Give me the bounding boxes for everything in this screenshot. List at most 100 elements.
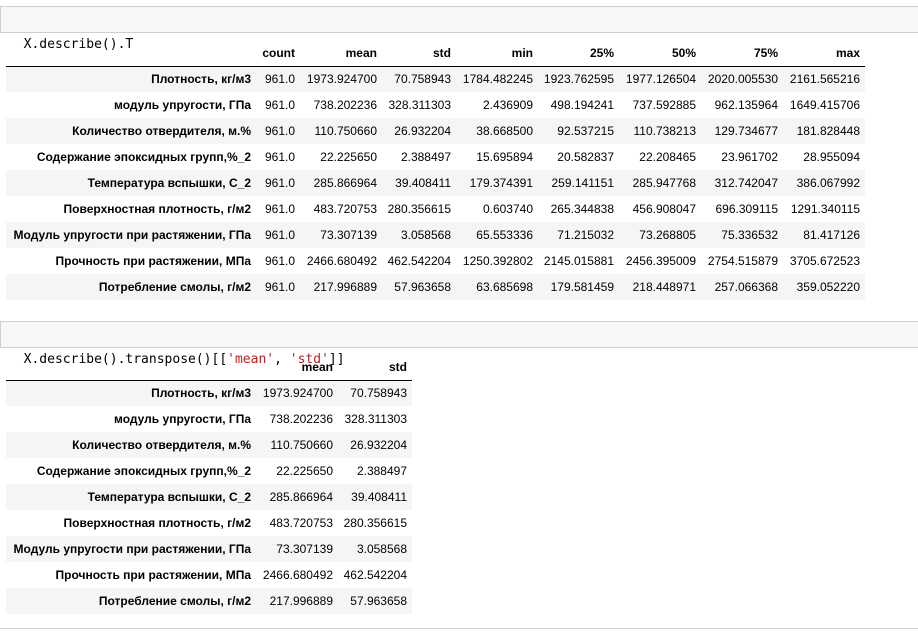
code-cell-transpose[interactable]: X.describe().transpose()[['mean', 'std']… [0,321,918,367]
table-cell: 961.0 [264,176,295,190]
table-cell: 181.828448 [796,124,860,138]
table-cell: 3.058568 [356,542,407,556]
table-cell: 28.955094 [803,150,860,164]
table-cell: 217.996889 [313,280,377,294]
table-cell: 962.135964 [714,98,778,112]
table-row: Прочность при растяжении, МПа 2466.680492… [6,562,412,588]
table-cell: 92.537215 [557,124,614,138]
table-cell: 71.215032 [557,228,614,242]
table-cell: 65.553336 [476,228,533,242]
table-cell: 961.0 [264,228,295,242]
column-header: 25% [538,40,619,67]
table-row: Температура вспышки, С_2 961.0 285.866964 3… [6,170,865,196]
table-cell: 3.058568 [400,228,451,242]
table-cell: 961.0 [264,280,295,294]
table-cell: 22.225650 [276,464,333,478]
table-cell: 285.866964 [269,490,333,504]
table-cell: 1923.762595 [543,72,614,87]
row-label: Модуль упругости при растяжении, ГПа [13,542,251,556]
table-row: Поверхностная плотность, г/м2 483.720753 2… [6,510,412,536]
table-cell: 179.374391 [469,176,533,190]
table-cell: 2020.005530 [707,72,778,87]
row-label: Температура вспышки, С_2 [87,490,251,504]
table-row: Прочность при растяжении, МПа 961.0 2466.6… [6,248,865,274]
table-cell: 63.685698 [476,280,533,294]
table-row: Количество отвердителя, м.% 961.0 110.7506… [6,118,865,144]
table-cell: 961.0 [264,98,295,112]
table-cell: 257.066368 [714,280,778,294]
table-row: Модуль упругости при растяжении, ГПа 961.… [6,222,865,248]
table-cell: 328.311303 [388,98,451,112]
table-cell: 456.908047 [632,202,696,216]
table-cell: 179.581459 [550,280,614,294]
row-label: Плотность, кг/м3 [151,386,251,401]
row-label: Прочность при растяжении, МПа [55,568,251,582]
table-cell: 2.436909 [482,98,533,112]
table-cell: 26.932204 [350,438,407,452]
table-cell: 328.311303 [344,412,407,426]
table-cell: 26.932204 [394,124,451,138]
table-cell: 265.344838 [550,202,614,216]
table-cell: 1291.340115 [790,202,860,216]
table-cell: 961.0 [264,202,295,216]
row-label: Прочность при растяжении, МПа [55,254,251,268]
row-label: Содержание эпоксидных групп,%_2 [36,150,251,164]
table-cell: 1649.415706 [789,98,860,112]
table-cell: 129.734677 [714,124,778,138]
table-cell: 57.963658 [350,594,407,608]
table-cell: 217.996889 [269,594,333,608]
table-cell: 2754.515879 [707,254,778,268]
table-cell: 73.307139 [276,542,333,556]
table-cell: 696.309115 [715,202,778,216]
table-cell: 961.0 [264,72,295,87]
table-cell: 961.0 [264,124,295,138]
table-cell: 498.194241 [550,98,614,112]
header-corner [6,354,256,381]
row-label: модуль упругости, ГПа [114,412,251,426]
row-label: Температура вспышки, С_2 [87,176,251,190]
column-header: count [256,40,300,67]
table-row: Потребление смолы, г/м2 217.996889 57.9636… [6,588,412,614]
column-header: std [382,40,456,67]
row-label: Количество отвердителя, м.% [72,438,251,452]
table-cell: 1784.482245 [462,72,533,87]
table-cell: 73.307139 [320,228,377,242]
table-cell: 22.208465 [639,150,696,164]
table-cell: 38.668500 [476,124,533,138]
table-cell: 2.388497 [356,464,407,478]
table-cell: 462.542204 [343,568,407,582]
table-row: модуль упругости, ГПа 961.0 738.202236 328.… [6,92,865,118]
code-cell-describe[interactable]: X.describe().T [0,6,918,52]
column-header: 50% [619,40,701,67]
table-cell: 0.603740 [482,202,533,216]
table-cell: 1973.924700 [262,386,333,401]
table-cell: 39.408411 [351,490,407,504]
row-label: Плотность, кг/м3 [151,72,251,87]
table-cell: 2145.015881 [543,254,614,268]
table-cell: 81.417126 [803,228,860,242]
output-table-describe: count mean std min 25% 50% 75% max Плотность, кг… [6,40,865,300]
dataframe-table: count mean std min 25% 50% 75% max Плотность, кг… [6,40,865,300]
row-label: Потребление смолы, г/м2 [98,280,251,294]
table-cell: 961.0 [264,254,295,268]
table-cell: 738.202236 [269,412,333,426]
table-cell: 2456.395009 [625,254,696,268]
table-cell: 70.758943 [350,386,407,401]
table-cell: 1977.126504 [625,72,696,87]
header-corner [6,40,256,67]
table-cell: 57.963658 [394,280,451,294]
table-row: Температура вспышки, С_2 285.866964 39.408… [6,484,412,510]
table-cell: 2161.565216 [789,72,860,87]
table-cell: 285.866964 [313,176,377,190]
table-cell: 462.542204 [387,254,451,268]
table-cell: 737.592885 [632,98,696,112]
table-cell: 2466.680492 [262,568,333,582]
table-cell: 218.448971 [632,280,696,294]
table-cell: 961.0 [264,150,295,164]
table-cell: 20.582837 [557,150,614,164]
table-cell: 39.408411 [395,176,451,190]
row-label: Потребление смолы, г/м2 [98,594,251,608]
column-header: max [783,40,865,67]
table-cell: 110.750660 [314,124,377,138]
column-header: mean [300,40,382,67]
